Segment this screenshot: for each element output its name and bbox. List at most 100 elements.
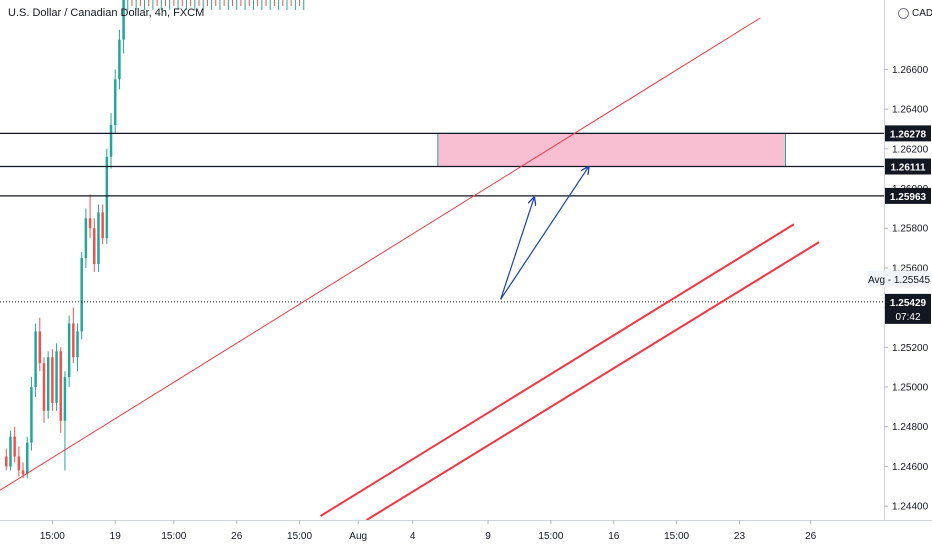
candle [135,0,137,10]
candle [227,0,229,10]
candle [5,448,8,471]
candle [72,307,75,364]
price-tick-label: 1.25800 [892,224,929,235]
candle-body [13,436,16,457]
candle [181,0,183,6]
price-label-level3: 1.25963 [890,192,927,203]
candle-body [118,39,121,80]
candle [177,0,179,10]
candle [185,0,187,10]
candle-body [113,79,117,126]
time-tick-label: 15:00 [40,531,65,542]
time-tick-label: 4 [410,531,416,542]
price-tick-label: 1.24800 [892,422,929,433]
time-tick-label: 26 [231,531,243,542]
price-tick-label: 1.26200 [892,144,929,155]
candle [198,0,200,6]
candle-body [21,470,25,475]
projection-arrow-2 [500,167,589,300]
candle [215,0,217,6]
candle [101,204,104,245]
candle [299,0,301,6]
time-tick-label: 23 [734,531,746,542]
candle [84,208,88,268]
candle-body [59,351,63,421]
candle [55,343,58,411]
candle-body [34,331,37,388]
countdown-label: 07:42 [895,312,920,323]
candle-body [63,377,67,421]
candle [303,0,305,10]
candle [9,430,12,471]
candle-body [42,363,46,411]
candle [252,0,254,10]
candle [294,0,296,10]
time-tick-label: 26 [805,531,817,542]
time-tick-label: 16 [608,531,620,542]
candle-body [67,323,71,378]
candle [169,0,171,10]
candle-body [55,351,58,403]
candle-body [9,436,12,467]
candle [42,357,46,423]
candle-body [80,258,83,332]
candle-body [109,125,113,157]
candle [194,0,196,10]
price-label-level1-box [885,125,931,142]
time-tick-label: 19 [110,531,122,542]
candle [59,347,63,433]
candle [46,351,50,419]
candle [80,252,83,340]
price-label-level1: 1.26278 [890,129,927,140]
candle-body [93,228,96,264]
candle-body [46,357,50,411]
candle [236,0,238,10]
candle-body [88,218,92,229]
lower-channel-line-2 [366,241,820,521]
candle [131,0,133,6]
candle [63,371,67,471]
candle [202,0,204,10]
price-tick-label: 1.25000 [892,383,929,394]
time-tick-label: 15:00 [161,531,186,542]
chart-title: U.S. Dollar / Canadian Dollar, 4h, FXCM [8,7,205,19]
candle [223,0,225,6]
price-tick-label: 1.24600 [892,462,929,473]
candle [244,0,246,10]
candle [152,0,154,10]
candle [290,0,292,6]
candle [34,323,37,397]
candle [248,0,250,6]
candle [109,113,113,169]
candle-body [122,0,125,40]
price-tick-label: 1.26600 [892,65,929,76]
currency-selector[interactable]: CAD [898,8,932,19]
candle [282,0,284,6]
candle-body [25,442,29,475]
time-tick-label: Aug [349,531,367,542]
candle [211,0,213,10]
time-tick-label: 15:00 [287,531,312,542]
candle [25,436,29,479]
candle [76,323,79,372]
candle-body [72,323,75,358]
candle [118,29,121,90]
candle-body [105,156,109,239]
price-tick-label: 1.24400 [892,502,929,513]
candle-body [30,387,33,443]
candle-body [101,212,104,239]
candle-body [76,331,79,358]
currency-label: CAD [912,8,932,19]
candle [67,315,71,388]
candle [13,426,16,463]
time-tick-label: 15:00 [664,531,689,542]
candle [278,0,280,10]
candle [190,0,192,6]
price-label-level2-box [885,158,931,175]
price-tick-label: 1.25600 [892,263,929,274]
candle [257,0,259,6]
candle [265,0,267,6]
candle [88,194,92,239]
